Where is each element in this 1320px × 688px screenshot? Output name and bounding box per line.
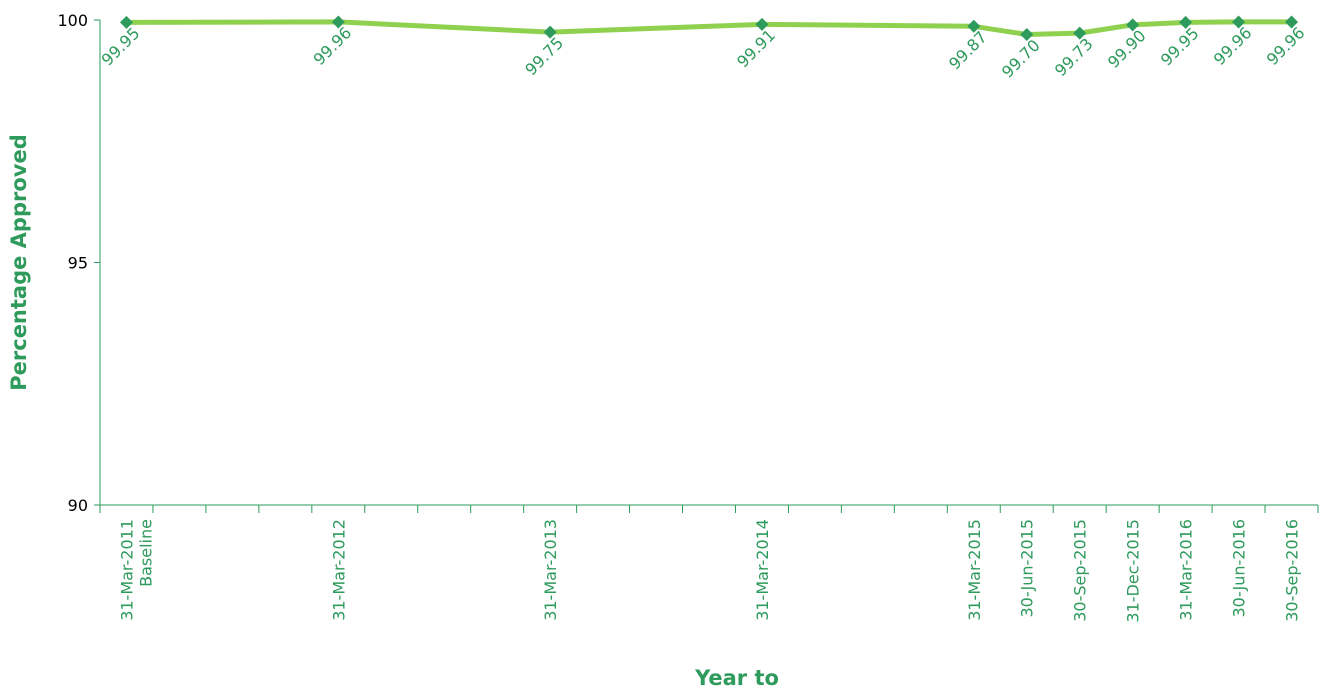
x-tick-label: 31-Mar-2011 xyxy=(117,519,136,621)
x-tick-label: 31-Dec-2015 xyxy=(1124,519,1143,623)
series-line xyxy=(126,19,1292,37)
data-point-marker xyxy=(1285,15,1299,29)
data-label: 99.95 xyxy=(98,24,144,70)
x-tick-label: 31-Mar-2014 xyxy=(753,519,772,621)
data-label: 99.95 xyxy=(1157,24,1203,70)
data-labels: 99.95 99.96 99.75 99.91 99.87 99.70 99.73 99.90… xyxy=(98,23,1309,81)
y-axis-ticks: 90 95 100 xyxy=(57,11,100,515)
data-point-marker xyxy=(331,15,345,29)
x-tick-label: 30-Sep-2016 xyxy=(1283,519,1302,622)
data-point-marker xyxy=(755,17,769,31)
x-tick-sublabel: Baseline xyxy=(136,519,155,587)
x-tick-label: 31-Mar-2016 xyxy=(1177,519,1196,621)
data-point-marker xyxy=(1179,15,1193,29)
data-point-marker xyxy=(1232,15,1246,29)
x-tick-label: 30-Jun-2015 xyxy=(1018,519,1037,618)
x-axis-ticks: 31-Mar-2011 Baseline 31-Mar-2012 31-Mar-201… xyxy=(99,505,1319,623)
data-label: 99.70 xyxy=(998,36,1044,82)
data-label: 99.91 xyxy=(733,26,779,72)
y-axis-title: Percentage Approved xyxy=(7,134,31,391)
data-point-marker xyxy=(119,15,133,29)
data-point-marker xyxy=(1073,26,1087,40)
x-tick-label: 31-Mar-2012 xyxy=(329,519,348,621)
data-label: 99.87 xyxy=(945,28,991,74)
data-label: 99.96 xyxy=(1263,23,1309,69)
data-label: 99.75 xyxy=(521,33,567,79)
series-layer xyxy=(119,15,1299,42)
data-label: 99.96 xyxy=(310,23,356,69)
x-tick-label: 31-Mar-2013 xyxy=(541,519,560,621)
data-label: 99.90 xyxy=(1104,26,1150,72)
x-tick-label: 31-Mar-2015 xyxy=(965,519,984,621)
y-tick-label: 90 xyxy=(68,496,88,515)
data-point-marker xyxy=(967,19,981,33)
x-tick-label: 30-Sep-2015 xyxy=(1071,519,1090,622)
axes xyxy=(99,20,1318,506)
data-label: 99.73 xyxy=(1051,34,1097,80)
y-tick-label: 100 xyxy=(57,11,88,30)
data-point-marker xyxy=(543,25,557,39)
x-axis-title: Year to xyxy=(694,666,779,688)
data-point-marker xyxy=(1126,18,1140,32)
data-point-marker xyxy=(1020,28,1034,42)
data-label: 99.96 xyxy=(1210,23,1256,69)
x-tick-label: 30-Jun-2016 xyxy=(1230,519,1249,618)
y-tick-label: 95 xyxy=(68,254,88,273)
